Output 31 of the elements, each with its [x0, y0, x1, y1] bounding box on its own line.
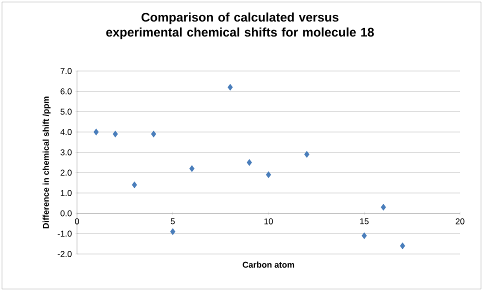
point: [151, 130, 156, 138]
y-tick-label: -2.0: [58, 251, 72, 257]
point: [189, 165, 195, 172]
x-tick-label: 5: [170, 218, 175, 224]
x-tick-label: 20: [456, 218, 464, 224]
y-tick-label: 3.0: [60, 149, 72, 156]
y-tick-label: 4.0: [60, 129, 72, 135]
point: [246, 159, 252, 166]
x-tick-label: 10: [264, 218, 273, 224]
point: [228, 84, 233, 91]
point: [132, 181, 138, 188]
x-axis-title: Carbon atom: [242, 262, 294, 268]
y-tick-label: 0.0: [60, 210, 72, 216]
point: [400, 242, 406, 250]
point: [112, 130, 118, 138]
y-axis-title: Difference in chemical shift /ppm: [42, 96, 51, 228]
point: [266, 171, 272, 178]
y-tick-label: -1.0: [58, 230, 72, 237]
point: [170, 228, 176, 236]
point: [362, 232, 367, 240]
y-tick-label: 5.0: [60, 108, 72, 115]
y-tick-label: 1.0: [60, 190, 72, 196]
y-tick-label: 2.0: [60, 170, 72, 176]
point: [94, 128, 99, 136]
point: [380, 204, 386, 211]
y-tick-label: 6.0: [60, 88, 72, 94]
y-tick-label: 7.0: [60, 68, 72, 74]
x-tick-label: 15: [360, 218, 369, 224]
point: [304, 150, 310, 158]
chart-title: Comparison of calculated versus experimental chemical shifts for molecule 18: [106, 12, 374, 40]
x-tick-label: 0: [74, 218, 80, 224]
